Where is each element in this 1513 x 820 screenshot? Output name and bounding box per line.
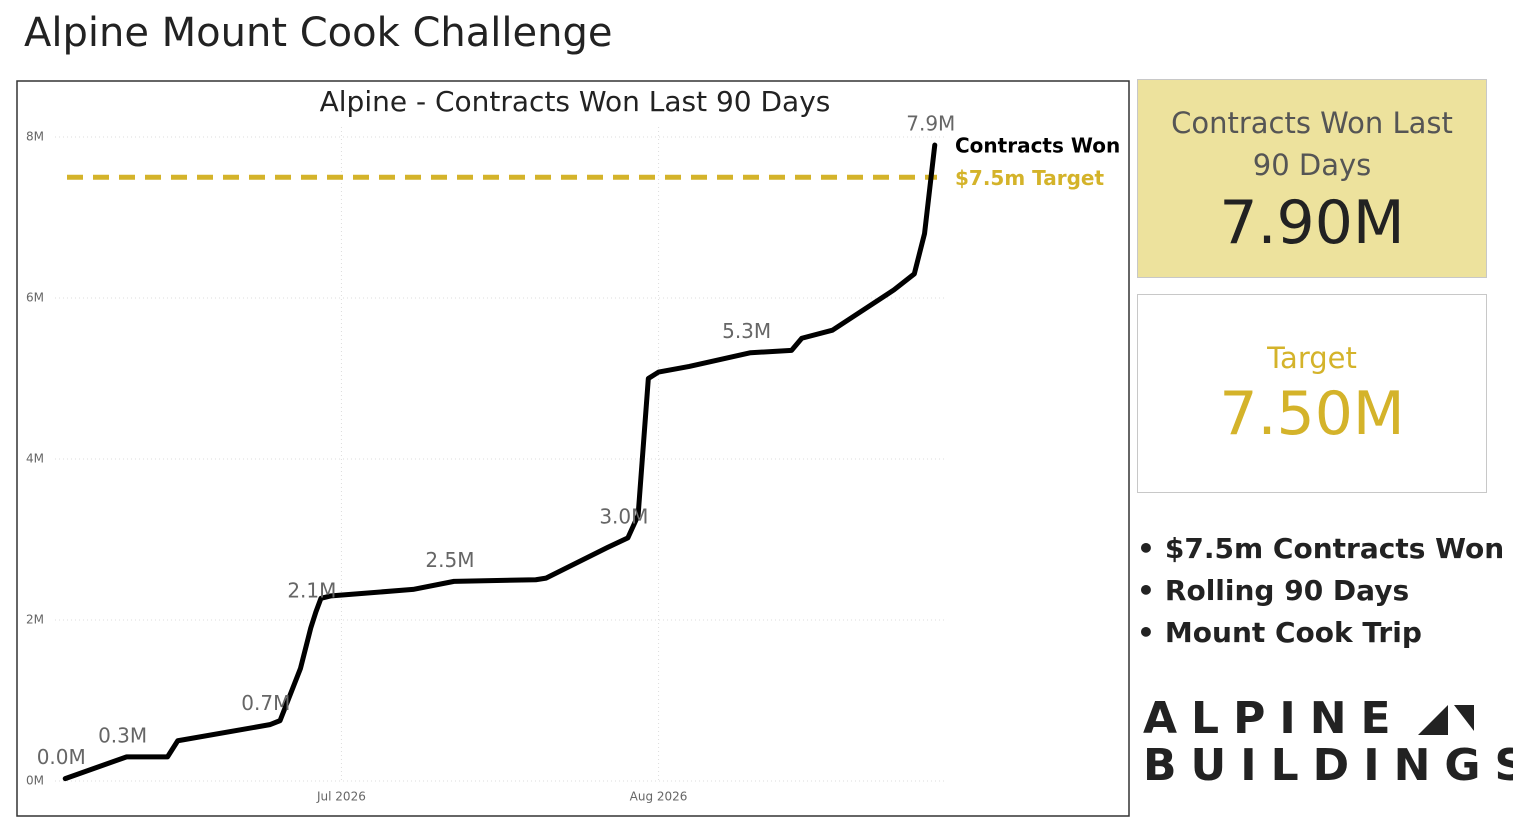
data-label: 7.9M	[906, 112, 955, 136]
kpi-title: Contracts Won Last 90 Days	[1171, 106, 1453, 182]
y-tick-label: 6M	[26, 291, 44, 305]
y-tick-label: 2M	[26, 613, 44, 627]
x-tick-label: Aug 2026	[630, 790, 688, 804]
y-tick-label: 0M	[26, 774, 44, 788]
data-label: 0.7M	[241, 691, 290, 715]
data-label: 5.3M	[722, 319, 771, 343]
y-tick-label: 4M	[26, 452, 44, 466]
chart: Alpine - Contracts Won Last 90 Days 0M 2M…	[16, 80, 1130, 817]
kpi-card: Target 7.50M	[1137, 294, 1487, 493]
kpi-value: 7.90M	[1219, 188, 1405, 258]
data-label: 2.1M	[287, 578, 336, 602]
bullet: Mount Cook Trip	[1137, 612, 1504, 654]
kpi-card: Contracts Won Last 90 Days 7.90M	[1137, 79, 1487, 278]
bullet: Rolling 90 Days	[1137, 570, 1504, 612]
data-label: 3.0M	[599, 504, 648, 528]
x-tick-label: Jul 2026	[316, 790, 366, 804]
page-title: Alpine Mount Cook Challenge	[24, 10, 613, 56]
logo-text: BUILDINGS	[1143, 740, 1513, 791]
logo-icon	[1418, 705, 1474, 735]
target-label: $7.5m Target	[955, 166, 1104, 190]
bullet-list: $7.5m Contracts Won Rolling 90 Days Moun…	[1137, 528, 1504, 654]
kpi-value: 7.50M	[1219, 379, 1405, 449]
chart-frame	[16, 80, 1130, 817]
series-line	[62, 142, 938, 782]
data-label: 0.0M	[37, 745, 86, 769]
series-label: Contracts Won	[955, 134, 1120, 158]
data-label: 0.3M	[98, 723, 147, 747]
y-tick-label: 8M	[26, 130, 44, 144]
logo-text: ALPINE	[1143, 693, 1405, 744]
kpi-title: Target	[1267, 341, 1357, 375]
bullet: $7.5m Contracts Won	[1137, 528, 1504, 570]
data-label: 2.5M	[425, 548, 474, 572]
chart-title: Alpine - Contracts Won Last 90 Days	[320, 85, 831, 118]
